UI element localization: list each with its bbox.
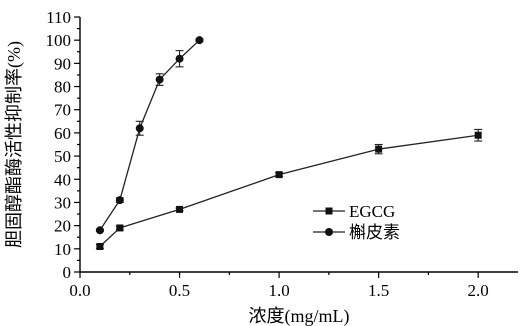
y-tick-label: 110 [46, 8, 71, 27]
y-tick-label: 70 [54, 101, 71, 120]
legend: EGCG 槲皮素 [313, 202, 400, 242]
y-tick-label: 50 [54, 147, 71, 166]
y-tick-label: 100 [46, 31, 72, 50]
x-tick-label: 0.0 [69, 281, 90, 300]
x-axis-title: 浓度(mg/mL) [249, 306, 350, 326]
data-point-circle [195, 36, 204, 45]
x-tick-label: 1.0 [268, 281, 289, 300]
x-tick-label: 0.5 [169, 281, 190, 300]
data-point-square [116, 224, 124, 232]
data-point-circle [175, 54, 184, 63]
y-tick-label: 30 [54, 193, 71, 212]
legend-label: EGCG [349, 202, 395, 221]
legend-marker-square [325, 207, 333, 215]
series-egcg [95, 128, 483, 250]
series-line [99, 39, 200, 231]
data-point-square [176, 205, 184, 213]
y-tick-label: 0 [63, 263, 72, 282]
y-axis-title: 胆固醇酯酶活性抑制率(%) [4, 41, 25, 248]
legend-label: 槲皮素 [349, 223, 400, 242]
y-tick-label: 60 [54, 124, 71, 143]
data-point-square [275, 171, 283, 179]
y-tick-label: 20 [54, 217, 71, 236]
data-point-square [375, 145, 383, 153]
y-tick-label: 10 [54, 240, 71, 259]
data-point-square [96, 243, 104, 250]
y-tick-label: 90 [54, 54, 71, 73]
series-layer [95, 36, 483, 250]
x-tick-label: 1.5 [368, 281, 389, 300]
data-point-circle [115, 196, 124, 205]
y-tick-label: 40 [54, 170, 71, 189]
data-point-square [474, 131, 482, 139]
x-tick-label: 2.0 [468, 281, 489, 300]
series-line [99, 134, 479, 247]
data-point-circle [155, 75, 164, 84]
legend-marker-circle [325, 228, 333, 236]
data-point-circle [135, 124, 144, 133]
y-tick-label: 80 [54, 78, 71, 97]
data-point-circle [95, 226, 104, 235]
axes: 0 10 20 30 40 50 60 70 80 90 100 110 0.0 0.5 1.0 1.5 2.0 [46, 8, 518, 300]
series-quercetin [95, 36, 204, 235]
